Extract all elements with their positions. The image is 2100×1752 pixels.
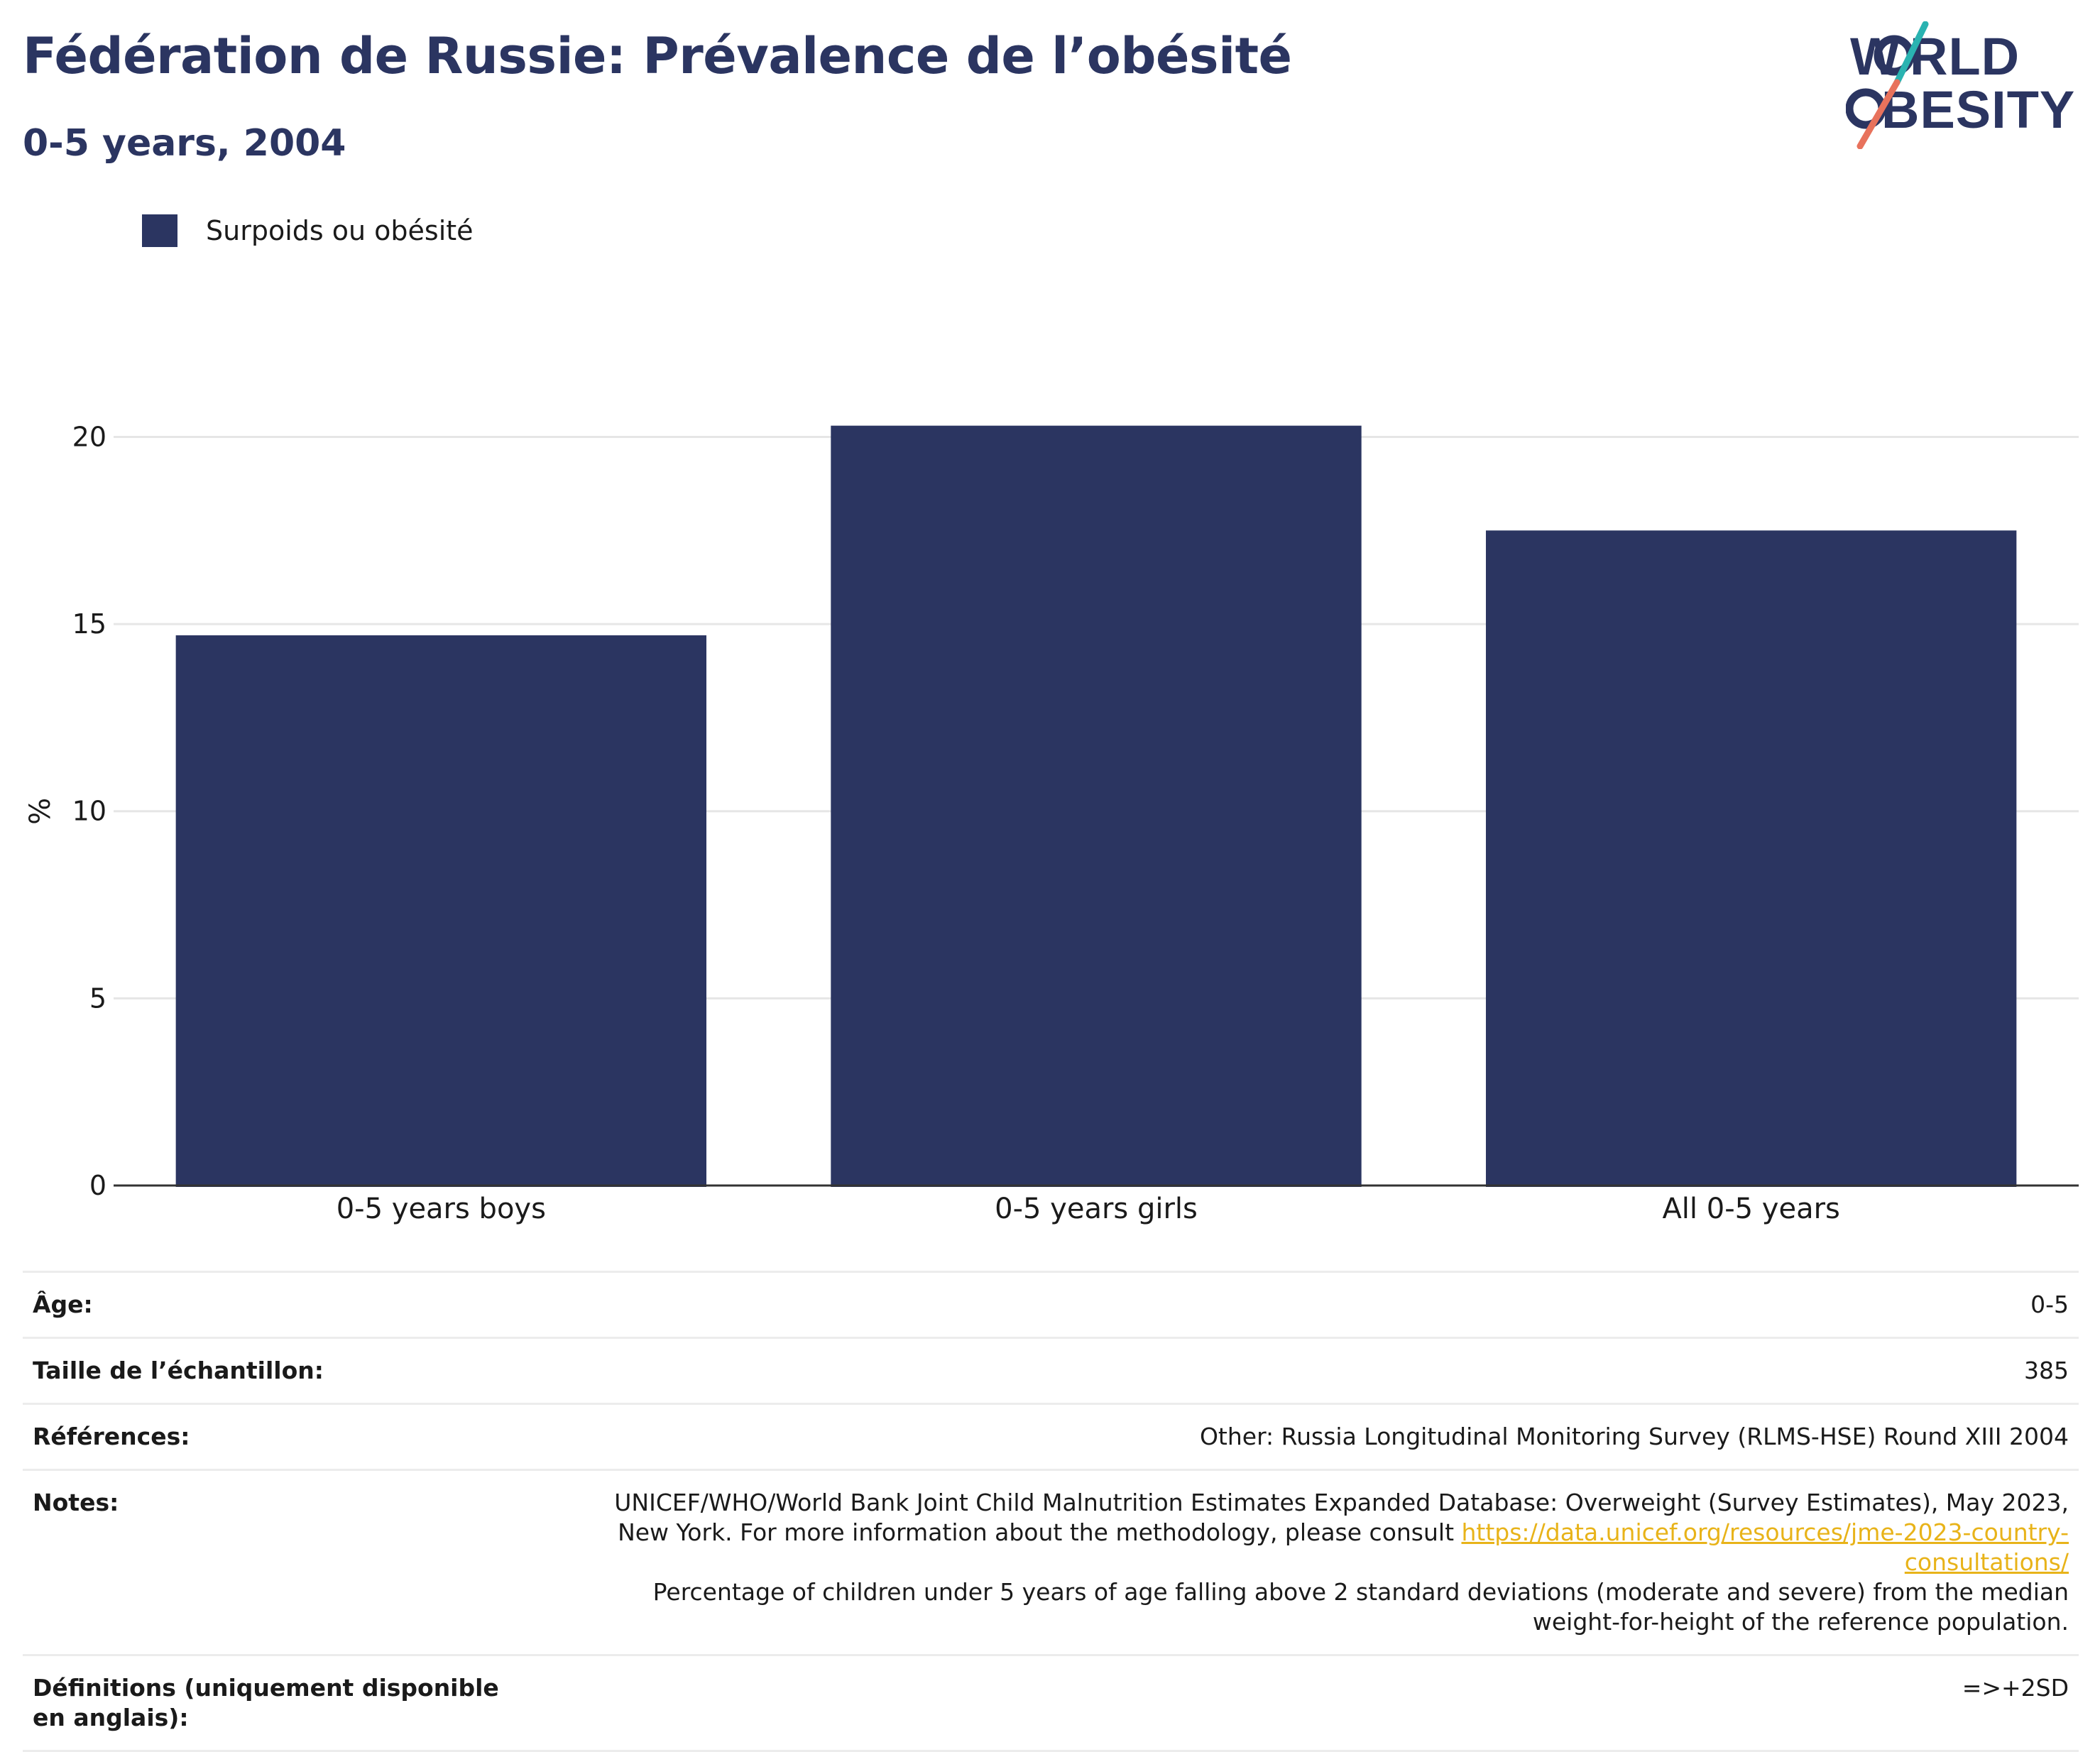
y-tick-label: 10 (72, 796, 106, 827)
svg-text:BESITY: BESITY (1881, 80, 2075, 139)
meta-row-notes: Notes: UNICEF/WHO/World Bank Joint Child… (23, 1469, 2079, 1654)
legend-label: Surpoids ou obésité (206, 215, 474, 246)
bar-1 (831, 425, 1362, 1187)
references-label: Références: (33, 1423, 190, 1450)
x-tick-label: 0-5 years girls (995, 1193, 1198, 1225)
definitions-value: =>+2SD (1962, 1674, 2069, 1702)
svg-text:RLD: RLD (1910, 27, 2020, 86)
notes-text: UNICEF/WHO/World Bank Joint Child Malnut… (614, 1489, 2069, 1546)
references-value: Other: Russia Longitudinal Monitoring Su… (1199, 1423, 2069, 1450)
age-value: 0-5 (2030, 1291, 2069, 1318)
meta-row-references: Références: Other: Russia Longitudinal M… (23, 1403, 2079, 1469)
bar-2 (1485, 530, 2017, 1187)
y-tick-label: 15 (72, 608, 106, 640)
x-tick-label: 0-5 years boys (337, 1193, 546, 1225)
bar-chart: 0 5 10 15 20% 0-5 years boys 0-5 years girls Al… (24, 421, 2079, 1225)
chart-legend: Surpoids ou obésité (142, 213, 474, 248)
definitions-label: Définitions (uniquement disponible en an… (33, 1674, 499, 1731)
y-tick-label: 5 (89, 982, 106, 1014)
y-tick-label: 0 (89, 1170, 106, 1201)
sample-value: 385 (2024, 1357, 2069, 1384)
meta-row-definitions: Définitions (uniquement disponible en an… (23, 1654, 2079, 1752)
y-tick-label: 20 (72, 421, 106, 452)
legend-swatch (142, 214, 177, 247)
y-axis-label: % (24, 798, 57, 825)
meta-row-sample: Taille de l’échantillon: 385 (23, 1337, 2079, 1403)
notes-definition-text: Percentage of children under 5 years of … (652, 1578, 2069, 1636)
meta-row-age: Âge: 0-5 (23, 1271, 2079, 1337)
notes-value: UNICEF/WHO/World Bank Joint Child Malnut… (501, 1488, 2069, 1637)
sample-label: Taille de l’échantillon: (33, 1357, 324, 1384)
notes-link[interactable]: https://data.unicef.org/resources/jme-20… (1461, 1518, 2069, 1576)
bar-0 (175, 635, 707, 1187)
age-label: Âge: (33, 1291, 93, 1318)
page-title: Fédération de Russie: Prévalence de l’ob… (23, 27, 1292, 85)
page-subtitle: 0-5 years, 2004 (23, 122, 346, 165)
x-tick-label: All 0-5 years (1662, 1193, 1839, 1225)
notes-label: Notes: (33, 1489, 119, 1516)
metadata-table: Âge: 0-5 Taille de l’échantillon: 385 Ré… (23, 1271, 2079, 1752)
world-obesity-logo: W RLD BESITY (1846, 21, 2075, 149)
